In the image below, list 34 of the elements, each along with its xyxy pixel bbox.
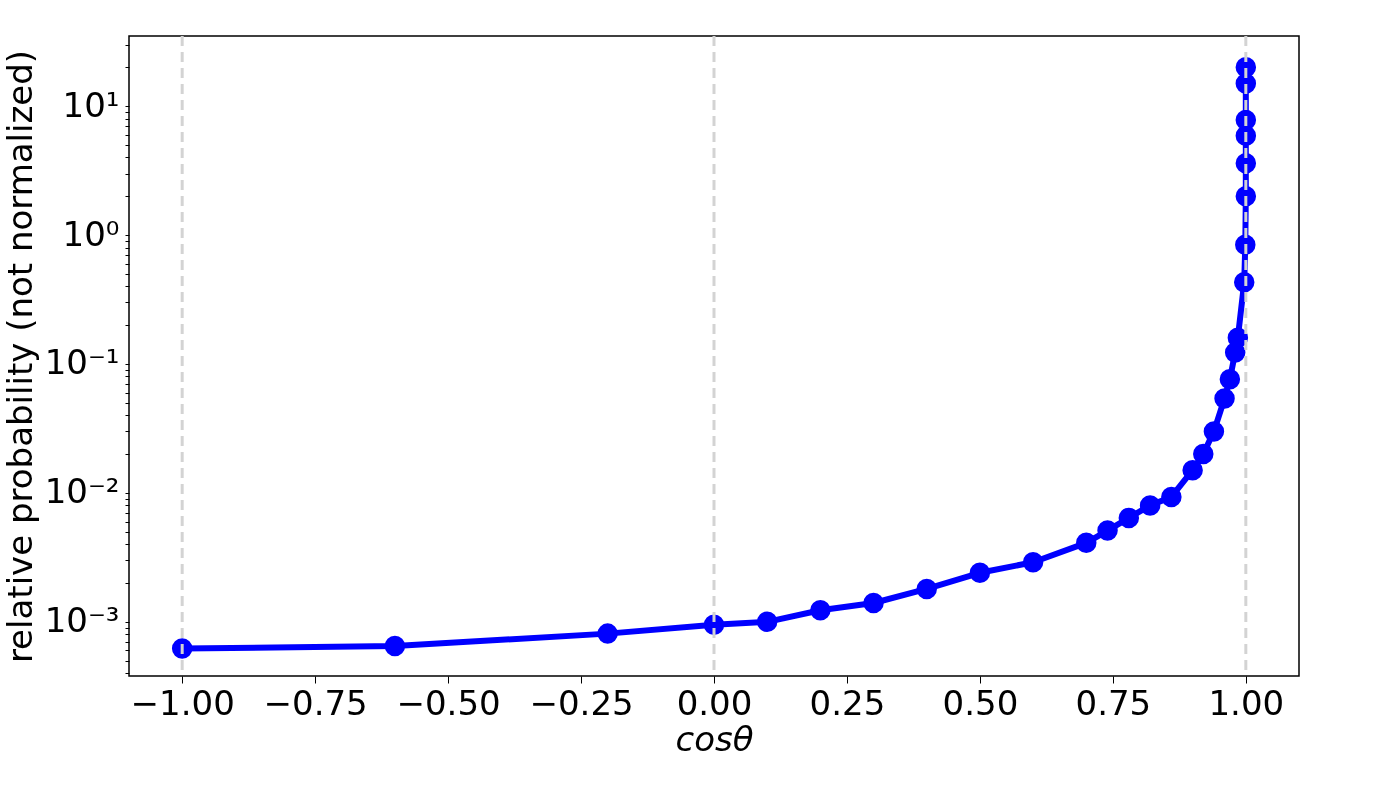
y-tick-label: 10⁻¹ — [44, 342, 120, 383]
point — [1193, 443, 1214, 465]
point — [1118, 507, 1140, 529]
point — [1097, 520, 1118, 541]
x-tick-label: −0.75 — [263, 682, 368, 723]
point — [863, 592, 884, 614]
point — [1214, 388, 1235, 409]
x-tick-label: 0.50 — [942, 682, 1019, 723]
x-tick-label: −0.25 — [529, 682, 634, 723]
x-tick-label: 0.25 — [809, 682, 886, 723]
point — [969, 562, 991, 584]
point — [1203, 421, 1225, 442]
y-tick-label: 10⁰ — [62, 213, 120, 254]
point — [810, 600, 831, 621]
x-tick-label: −1.00 — [130, 682, 235, 723]
point — [1139, 495, 1161, 516]
point — [1076, 532, 1097, 554]
point — [1022, 551, 1044, 573]
x-tick-label: 1.00 — [1208, 682, 1285, 723]
y-tick-label: 10⁻³ — [44, 600, 120, 641]
point — [1219, 369, 1241, 390]
point — [1227, 327, 1249, 348]
point — [1161, 486, 1182, 508]
x-tick-label: 0.75 — [1075, 682, 1152, 723]
point — [597, 623, 618, 644]
point — [1235, 109, 1257, 131]
x-tick-label: −0.50 — [396, 682, 501, 723]
y-axis-title: relative probability (not normalized) — [0, 49, 40, 664]
point — [916, 578, 937, 600]
y-tick-label: 10⁻² — [44, 471, 120, 512]
point — [1182, 459, 1203, 481]
y-tick-label: 10¹ — [62, 84, 120, 125]
point — [384, 635, 406, 657]
point — [756, 611, 778, 633]
